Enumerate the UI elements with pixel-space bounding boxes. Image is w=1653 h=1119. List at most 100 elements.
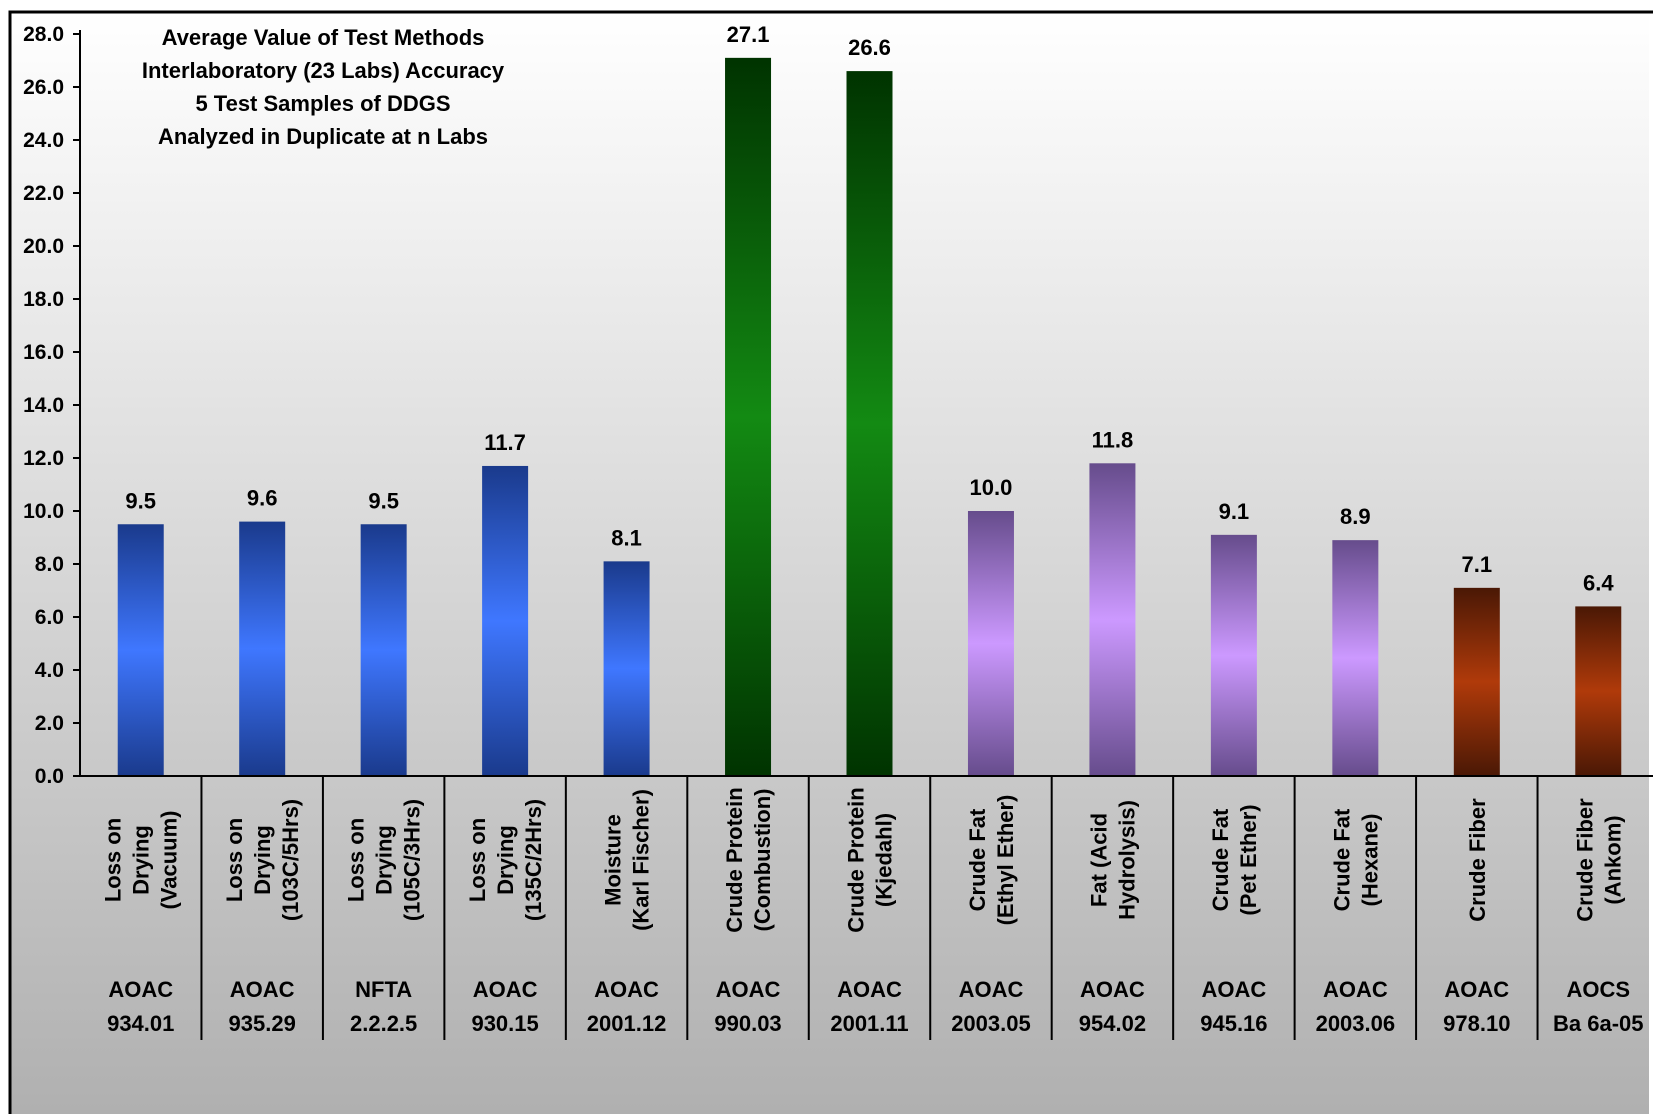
x-method-label: AOAC xyxy=(230,977,295,1002)
x-method-label: 954.02 xyxy=(1079,1011,1146,1036)
bar xyxy=(603,561,650,776)
x-category-label: Moisture xyxy=(601,814,626,906)
y-tick-label: 22.0 xyxy=(23,182,64,205)
bar xyxy=(846,71,893,777)
x-method-label: AOCS xyxy=(1566,977,1630,1002)
bar xyxy=(1575,606,1622,776)
bar-value-label: 9.1 xyxy=(1219,499,1250,524)
bar xyxy=(1332,540,1379,776)
title-line: Analyzed in Duplicate at n Labs xyxy=(158,124,488,149)
y-tick-label: 4.0 xyxy=(35,659,64,682)
y-axis: 0.0 2.0 4.0 6.0 8.0 10.0 12.0 14.0 16.0 18.0 20.0 2… xyxy=(23,23,81,788)
x-category-label: (Ankom) xyxy=(1600,815,1625,904)
x-method-label: AOAC xyxy=(959,977,1024,1002)
bar xyxy=(360,524,407,776)
x-method-label: AOAC xyxy=(1444,977,1509,1002)
x-method-label: AOAC xyxy=(837,977,902,1002)
x-method-label: 2003.06 xyxy=(1316,1011,1396,1036)
x-method-label: AOAC xyxy=(1201,977,1266,1002)
bar xyxy=(967,511,1014,776)
y-tick-label: 20.0 xyxy=(23,235,64,258)
x-method-label: AOAC xyxy=(473,977,538,1002)
x-method-label: 935.29 xyxy=(229,1011,296,1036)
x-method-label: 2001.11 xyxy=(830,1011,908,1036)
x-method-label: 945.16 xyxy=(1200,1011,1267,1036)
x-category-label: Loss on xyxy=(222,818,247,902)
bar-series: 9.5 9.6 9.5 11.7 8.1 27.1 26.6 10.0 11.8 9.1 8.9 7.… xyxy=(117,22,1622,777)
x-category-label: Crude Fat xyxy=(965,808,990,911)
y-tick-label: 14.0 xyxy=(23,394,64,417)
title-line: 5 Test Samples of DDGS xyxy=(195,91,450,116)
x-category-label: Crude Protein xyxy=(844,787,869,932)
y-tick-label: 12.0 xyxy=(23,447,64,470)
x-method-label: 2001.12 xyxy=(587,1011,667,1036)
bar xyxy=(239,521,286,776)
x-category-label: Crude Fiber xyxy=(1465,798,1490,922)
x-category-label: (Hexane) xyxy=(1357,814,1382,907)
x-method-label: NFTA xyxy=(355,977,412,1002)
x-method-label: AOAC xyxy=(1323,977,1388,1002)
y-tick-label: 18.0 xyxy=(23,288,64,311)
bar-value-label: 8.1 xyxy=(611,525,642,550)
y-tick-label: 28.0 xyxy=(23,23,64,46)
x-category-label: (135C/2Hrs) xyxy=(521,799,546,921)
x-category-label: (Ethyl Ether) xyxy=(993,795,1018,926)
bar-value-label: 7.1 xyxy=(1462,552,1493,577)
x-method-label: AOAC xyxy=(1080,977,1145,1002)
x-category-label: (Pet Ether) xyxy=(1236,804,1261,915)
x-category-label: (105C/3Hrs) xyxy=(400,799,425,921)
x-category-label: (Vacuum) xyxy=(157,810,182,909)
x-category-label: Crude Fiber xyxy=(1572,798,1597,922)
x-method-label: Ba 6a-05 xyxy=(1553,1011,1644,1036)
bar xyxy=(725,57,772,777)
y-tick-label: 6.0 xyxy=(35,606,64,629)
bar xyxy=(482,465,529,776)
x-method-label: AOAC xyxy=(108,977,173,1002)
bar-value-label: 9.5 xyxy=(125,488,156,513)
bar-value-label: 27.1 xyxy=(727,22,770,47)
y-tick-label: 10.0 xyxy=(23,500,64,523)
bar-value-label: 11.8 xyxy=(1092,427,1134,452)
chart-title: Average Value of Test Methods Interlabor… xyxy=(142,25,505,149)
x-category-label: (103C/5Hrs) xyxy=(278,799,303,921)
x-method-label: 2.2.2.5 xyxy=(350,1011,417,1036)
title-line: Average Value of Test Methods xyxy=(162,25,485,50)
y-tick-label: 26.0 xyxy=(23,76,64,99)
x-method-label: 990.03 xyxy=(714,1011,781,1036)
x-method-label: 2003.05 xyxy=(951,1011,1031,1036)
y-tick-label: 16.0 xyxy=(23,341,64,364)
x-category-label: Drying xyxy=(129,825,154,895)
y-tick-label: 2.0 xyxy=(35,712,64,735)
bar-value-label: 26.6 xyxy=(848,35,891,60)
y-tick-label: 0.0 xyxy=(35,765,64,788)
x-category-label: Hydrolysis) xyxy=(1114,800,1139,920)
bar-value-label: 10.0 xyxy=(970,475,1013,500)
x-category-label: (Combustion) xyxy=(750,789,775,932)
bar xyxy=(1089,463,1136,776)
bar-value-label: 6.4 xyxy=(1583,570,1614,595)
x-category-label: Loss on xyxy=(465,818,490,902)
x-category-label: (Kjedahl) xyxy=(872,813,897,907)
x-method-label: 934.01 xyxy=(107,1011,174,1036)
x-method-label: 930.15 xyxy=(471,1011,538,1036)
y-tick-label: 24.0 xyxy=(23,129,64,152)
x-method-label: 978.10 xyxy=(1443,1011,1510,1036)
x-category-label: Loss on xyxy=(344,818,369,902)
bar-value-label: 11.7 xyxy=(484,430,526,455)
x-category-label: Drying xyxy=(372,825,397,895)
x-category-label: Drying xyxy=(493,825,518,895)
x-category-label: Crude Fat xyxy=(1329,808,1354,911)
bar xyxy=(117,524,164,776)
bar-value-label: 9.6 xyxy=(247,486,278,511)
bar xyxy=(1453,587,1500,776)
x-category-label: Drying xyxy=(250,825,275,895)
bar-value-label: 8.9 xyxy=(1340,504,1371,529)
x-category-label: Crude Fat xyxy=(1208,808,1233,911)
title-line: Interlaboratory (23 Labs) Accuracy xyxy=(142,58,505,83)
bar-value-label: 9.5 xyxy=(368,488,399,513)
x-category-label: Fat (Acid xyxy=(1086,813,1111,907)
x-category-label: Crude Protein xyxy=(722,787,747,932)
